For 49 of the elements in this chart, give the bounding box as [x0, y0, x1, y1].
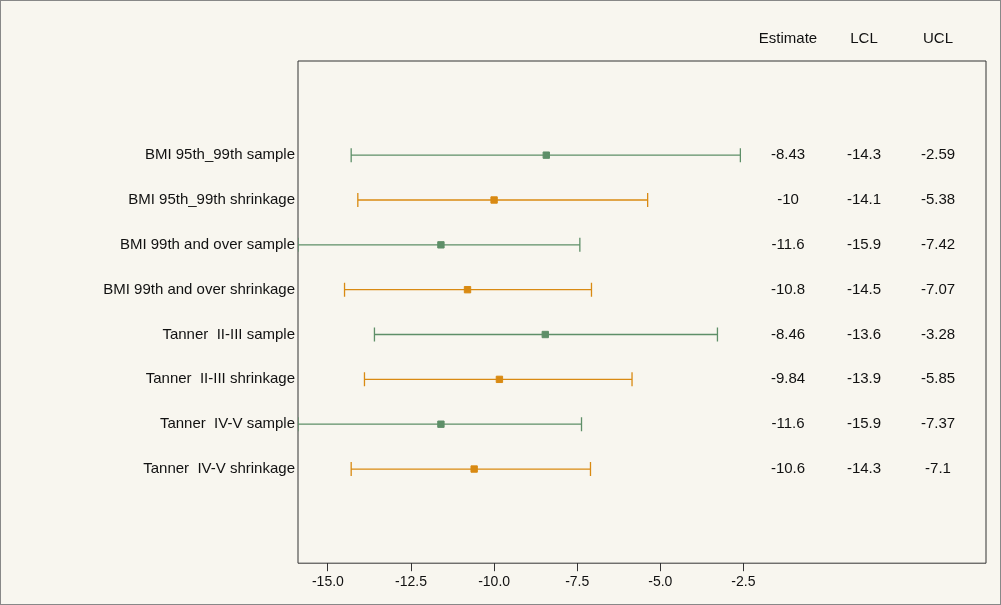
point [437, 420, 445, 428]
annotation: -2.59 [920, 145, 956, 163]
y-tick-label: BMI 95th_99th sample [144, 145, 295, 163]
annotation: -5.38 [920, 190, 956, 208]
y-tick-label: Tanner IV-V sample [159, 414, 295, 432]
annotation: -7.1 [925, 459, 951, 477]
point [541, 330, 549, 339]
annotation: -14.3 [846, 459, 882, 477]
annotation: -10 [777, 190, 799, 208]
annotation: -10.8 [770, 279, 806, 297]
x-tick-label: -2.5 [731, 573, 756, 590]
annotation: -14.5 [846, 279, 882, 297]
y-tick-label: Tanner II-III sample [162, 324, 295, 342]
point [542, 151, 550, 159]
annotation: -9.84 [770, 369, 806, 387]
annotation: -7.37 [920, 414, 956, 432]
text: UCL [922, 29, 954, 47]
annotation: -8.46 [770, 324, 806, 342]
annotation: -7.07 [920, 279, 956, 297]
y-tick-label: Tanner IV-V shrinkage [143, 459, 295, 477]
annotation: -15.9 [846, 414, 882, 432]
x-tick-label: -7.5 [565, 573, 590, 590]
x-tick-label: -5.0 [648, 573, 673, 590]
x-tick-label: -10.0 [478, 573, 511, 590]
annotation: -14.1 [846, 190, 882, 208]
point [437, 241, 445, 249]
annotation: -8.43 [770, 145, 806, 163]
annotation: -7.42 [920, 234, 956, 252]
annotation: -13.6 [846, 324, 882, 342]
point [463, 286, 472, 294]
annotation: -5.85 [920, 369, 956, 387]
y-tick-label: Tanner II-III shrinkage [145, 369, 295, 387]
annotation: -15.9 [846, 234, 882, 252]
x-tick-label: -15.0 [311, 573, 345, 590]
point [495, 375, 504, 384]
y-tick-label: BMI 99th and over shrinkage [103, 279, 295, 297]
annotation: -3.28 [920, 324, 956, 342]
y-tick-label: BMI 99th and over sample [119, 234, 295, 252]
text: Estimate [758, 29, 818, 47]
annotation: -13.9 [846, 369, 882, 387]
point [490, 196, 498, 204]
annotation: -14.3 [846, 145, 882, 163]
annotation: -11.6 [771, 414, 805, 432]
x-tick-label: -12.5 [395, 573, 428, 590]
text: LCL [850, 29, 878, 47]
annotation: -11.6 [771, 234, 805, 252]
annotation: -10.6 [770, 459, 806, 477]
y-tick-label: BMI 95th_99th shrinkage [128, 190, 295, 208]
point [470, 465, 478, 473]
